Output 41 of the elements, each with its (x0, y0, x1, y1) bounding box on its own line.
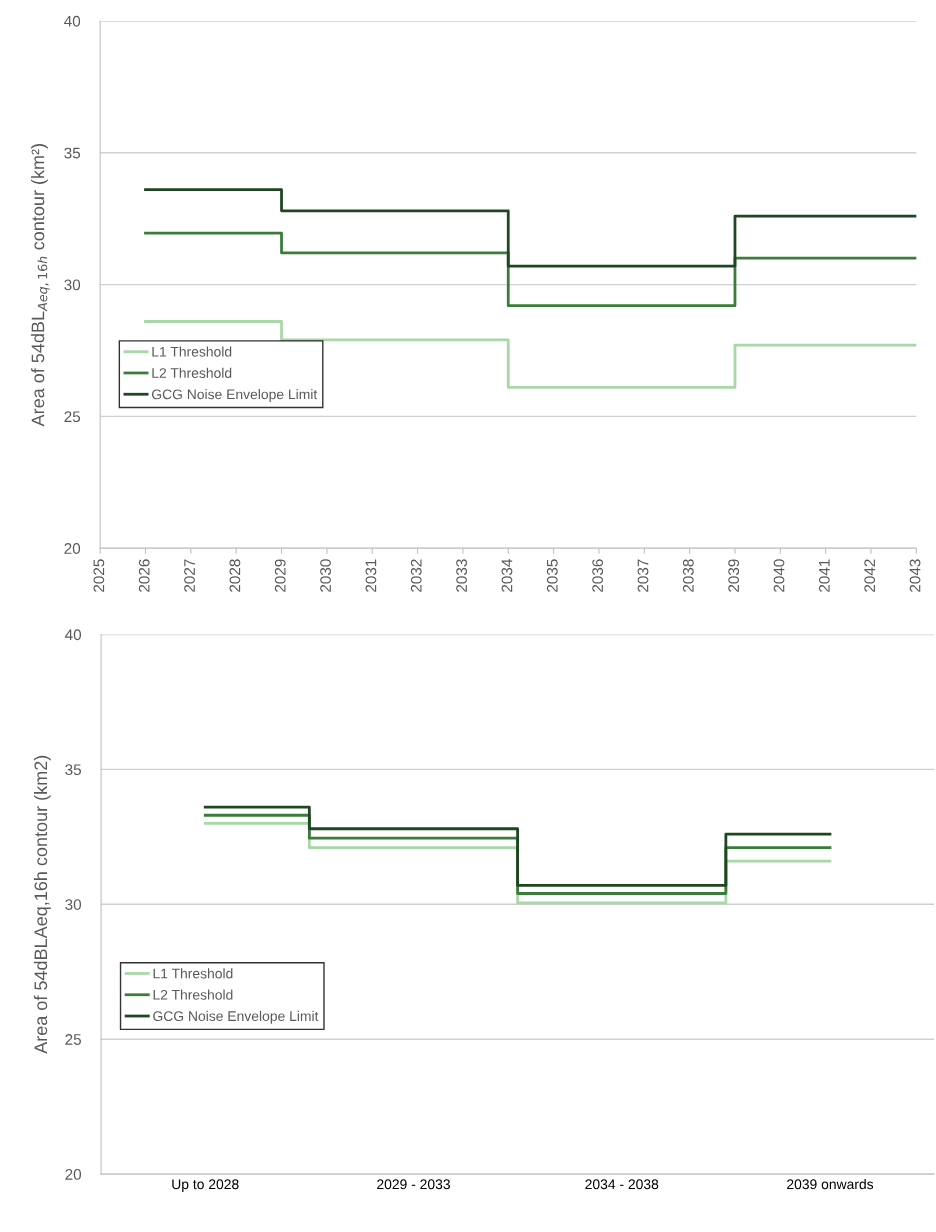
x-tick-label: 2042 (864, 559, 876, 592)
x-tick-label: 2043 (909, 559, 921, 592)
x-tick-label: 2034 - 2038 (585, 1179, 659, 1190)
y-tick-label: 35 (65, 764, 81, 776)
y-tick-label: 20 (64, 543, 81, 554)
x-tick-label: 2034 (501, 559, 513, 592)
x-tick-label: 2029 - 2033 (377, 1179, 450, 1190)
x-tick-label: 2035 (546, 559, 558, 592)
y-tick-label: 25 (65, 1034, 81, 1045)
legend-label: L1 Threshold (153, 968, 233, 979)
y-tick-label: 40 (65, 629, 82, 641)
x-tick-label: 2029 (274, 559, 286, 592)
x-tick-label: 2030 (320, 559, 331, 592)
x-tick-label: 2032 (410, 559, 422, 592)
x-tick-label: 2025 (93, 559, 105, 592)
x-tick-label: 2040 (773, 559, 785, 592)
y-tick-label: 25 (64, 411, 81, 423)
x-tick-label: 2039 (728, 559, 740, 592)
x-tick-label: 2039 onwards (787, 1178, 874, 1190)
y-tick-label: 30 (65, 899, 82, 910)
x-tick-label: 2027 (184, 559, 195, 592)
y-tick-label: 30 (64, 279, 81, 291)
legend-label: L1 Threshold (152, 346, 232, 357)
x-tick-label: 2033 (456, 559, 468, 592)
y-tick-label: 35 (64, 147, 81, 159)
y-axis-title: Area of 54dBLAeq,16h contour (km2) (33, 755, 51, 1054)
x-tick-label: 2041 (818, 559, 830, 592)
legend-label: L2 Threshold (153, 989, 233, 1000)
x-tick-label: 2026 (138, 559, 150, 592)
legend-label: GCG Noise Envelope Limit (153, 1010, 319, 1024)
x-tick-label: 2037 (637, 559, 649, 592)
legend-label: GCG Noise Envelope Limit (151, 389, 318, 402)
x-tick-label: Up to 2028 (172, 1179, 239, 1192)
y-tick-label: 20 (65, 1168, 82, 1180)
x-tick-label: 2028 (229, 559, 241, 592)
x-tick-label: 2031 (365, 559, 377, 592)
legend-label: L2 Threshold (152, 367, 232, 378)
x-tick-label: 2036 (592, 559, 604, 592)
y-tick-label: 40 (64, 15, 81, 27)
y-axis-title: Area of 54dBL$_{Aeq,16h}$ contour (km²) (31, 144, 50, 427)
x-tick-label: 2038 (682, 559, 694, 592)
